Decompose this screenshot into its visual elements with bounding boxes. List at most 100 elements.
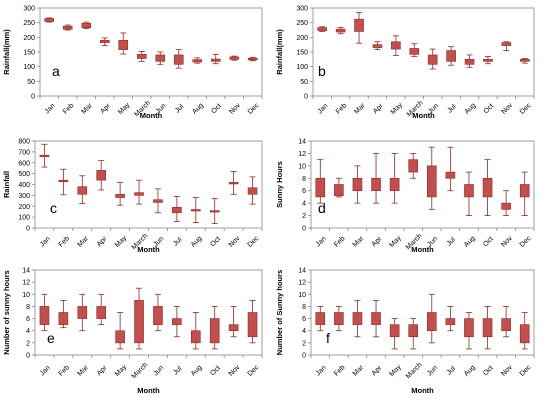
y-tick-label: 10 xyxy=(22,292,30,299)
x-tick-label: Oct xyxy=(210,103,223,116)
box-apr xyxy=(372,41,383,51)
box-jul xyxy=(173,49,184,69)
y-tick-label: 250 xyxy=(23,20,35,27)
x-axis-label: Month xyxy=(412,111,435,120)
box-may xyxy=(391,35,401,56)
x-tick-label: May xyxy=(388,234,403,249)
box-jan xyxy=(44,17,55,23)
box-body xyxy=(408,324,419,338)
x-tick-label: Mar xyxy=(76,235,90,249)
y-tick-label: 100 xyxy=(18,215,30,222)
x-tick-label: Jan xyxy=(315,364,328,377)
box-body xyxy=(173,54,184,65)
chart-panel-f: 0 2 4 6 8 10 12 14 Jan Feb Mar Apr May March Jun Jul Aug… xyxy=(275,268,535,395)
box-body xyxy=(192,59,203,63)
box-jun xyxy=(155,51,166,65)
box-body xyxy=(426,312,437,332)
x-axis-label: Month xyxy=(137,386,160,395)
x-tick-label: Oct xyxy=(482,365,495,378)
box-feb xyxy=(58,168,69,196)
panel-label: d xyxy=(318,200,326,216)
box-may xyxy=(118,32,129,55)
box-body xyxy=(354,18,364,32)
x-tick-label: Dec xyxy=(247,235,261,249)
y-tick-label: 4 xyxy=(26,328,30,335)
x-tick-label: Jul xyxy=(172,236,184,248)
y-tick-label: 12 xyxy=(22,280,30,287)
box-body xyxy=(247,187,258,195)
box-jun xyxy=(426,146,437,210)
x-axis-label: Month xyxy=(411,386,434,395)
box-dec xyxy=(247,56,258,62)
chart-panel-e: 0 2 4 6 8 10 12 14 Jan Feb Mar Apr May March Jun Jul Aug… xyxy=(2,268,263,395)
x-tick-label: Aug xyxy=(190,364,204,378)
box-body xyxy=(352,177,363,192)
box-body xyxy=(426,165,437,198)
box-apr xyxy=(99,37,110,46)
y-tick-label: 700 xyxy=(18,149,30,156)
box-body xyxy=(408,159,419,173)
x-tick-label: Dec xyxy=(519,364,533,378)
y-axis-label: Rainfall(mm) xyxy=(275,29,284,75)
box-march xyxy=(408,153,419,179)
plot-area-frame xyxy=(310,140,535,229)
y-tick-label: 200 xyxy=(296,35,308,42)
box-may xyxy=(389,153,400,204)
box-jan xyxy=(315,306,326,332)
box-jul xyxy=(445,306,456,332)
y-tick-label: 12 xyxy=(298,151,306,158)
panel-label: b xyxy=(318,63,326,79)
box-body xyxy=(427,54,438,65)
x-tick-label: Oct xyxy=(209,365,222,378)
box-jan xyxy=(39,293,50,332)
x-tick-label: Mar xyxy=(80,102,94,116)
box-jul xyxy=(445,146,456,192)
box-oct xyxy=(482,159,493,216)
box-oct xyxy=(483,56,493,65)
x-tick-label: Jul xyxy=(174,103,186,115)
x-tick-label: Oct xyxy=(482,236,495,249)
box-body xyxy=(39,306,50,325)
box-dec xyxy=(247,299,258,344)
box-body xyxy=(464,184,474,198)
x-tick-label: Feb xyxy=(335,102,349,116)
y-tick-label: 600 xyxy=(18,160,30,167)
box-body xyxy=(136,54,147,59)
box-mar xyxy=(352,299,363,338)
box-body xyxy=(247,57,258,61)
box-mar xyxy=(354,11,364,44)
x-tick-label: May xyxy=(114,234,129,249)
box-aug xyxy=(190,197,201,223)
x-tick-label: May xyxy=(390,101,405,116)
x-tick-label: Jul xyxy=(446,236,458,248)
x-tick-label: May xyxy=(117,101,132,116)
y-tick-label: 50 xyxy=(27,79,35,86)
box-body xyxy=(519,59,530,62)
box-body xyxy=(409,48,420,55)
box-apr xyxy=(371,153,381,204)
x-tick-label: May xyxy=(388,363,403,378)
box-jul xyxy=(446,46,456,66)
box-body xyxy=(482,318,493,338)
x-axis-label: Month xyxy=(137,245,160,254)
x-axis-label: Month xyxy=(140,111,163,120)
box-jun xyxy=(426,293,437,344)
box-body xyxy=(501,42,512,46)
box-body xyxy=(228,324,239,332)
y-axis-label: Rainfall(mm) xyxy=(2,29,11,75)
x-tick-label: Feb xyxy=(333,364,347,378)
y-tick-label: 100 xyxy=(23,64,35,71)
box-body xyxy=(77,306,88,319)
y-axis-label: Number of Sunny hours xyxy=(275,270,284,355)
x-tick-label: Dec xyxy=(519,102,533,116)
box-oct xyxy=(482,306,493,350)
x-tick-label: March xyxy=(131,362,150,381)
y-tick-label: 400 xyxy=(18,182,30,189)
box-dec xyxy=(519,312,530,350)
y-tick-label: 2 xyxy=(302,340,306,347)
box-aug xyxy=(464,171,474,216)
x-tick-label: Nov xyxy=(228,102,242,116)
box-oct xyxy=(209,198,220,225)
x-tick-label: Jan xyxy=(315,235,328,248)
